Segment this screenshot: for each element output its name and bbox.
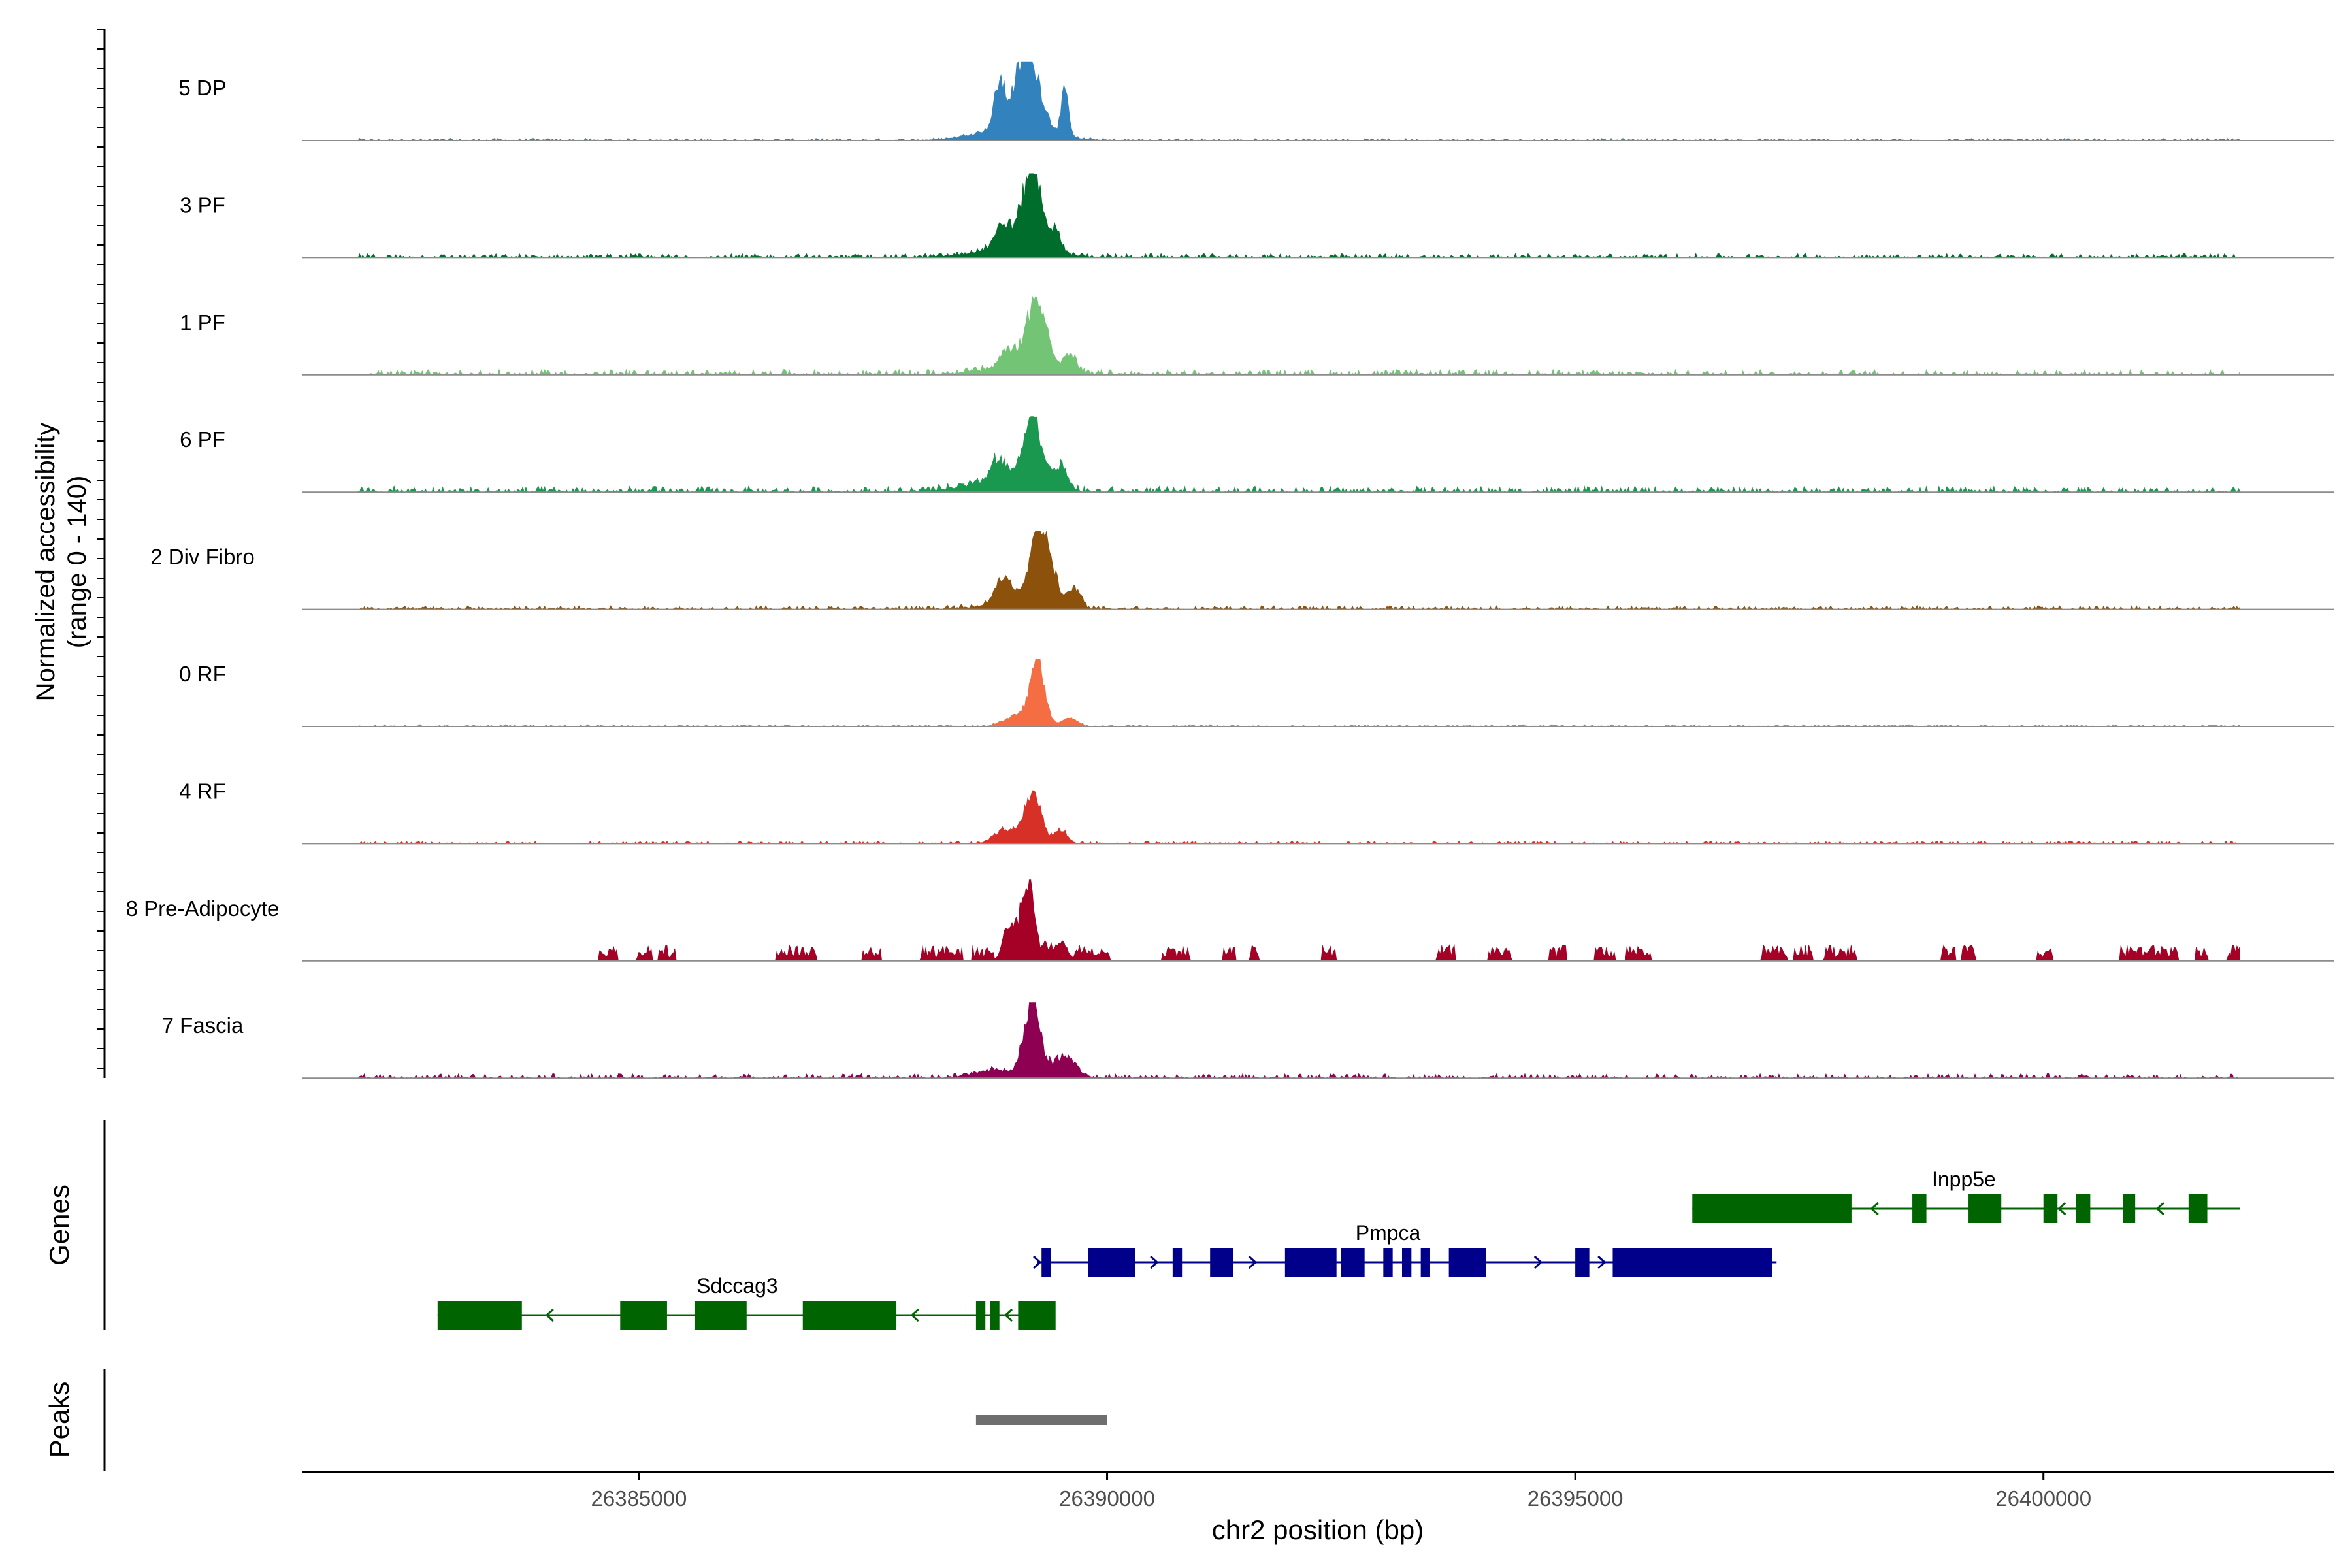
genes-panel-label: Genes — [44, 1184, 74, 1266]
exon — [1018, 1301, 1056, 1330]
track-7-fascia: 7 Fascia — [162, 1002, 2334, 1079]
strand-arrow — [2155, 1201, 2164, 1216]
peak-bar — [975, 1415, 1107, 1425]
exon — [437, 1301, 522, 1330]
exon — [1172, 1248, 1183, 1277]
track-label: 7 Fascia — [162, 1013, 244, 1037]
coverage-area — [357, 173, 2240, 259]
exon — [802, 1301, 897, 1330]
track-0-rf: 0 RF — [179, 659, 2334, 727]
x-axis-title: chr2 position (bp) — [1212, 1514, 1424, 1545]
strand-arrow — [2057, 1201, 2066, 1216]
gene-label: Inpp5e — [1932, 1168, 1996, 1191]
coverage-tracks: 5 DP 3 PF 1 PF 6 PF 2 Div Fibro 0 RF 4 RF 8 Pre… — [126, 61, 2334, 1079]
exon — [2188, 1194, 2208, 1223]
track-label: 3 PF — [180, 193, 225, 217]
coverage-area — [357, 295, 2240, 376]
track-6-pf: 6 PF — [180, 416, 2334, 493]
strand-arrow — [1033, 1255, 1042, 1269]
track-5-dp: 5 DP — [178, 61, 2334, 141]
exon — [694, 1301, 747, 1330]
exon — [1448, 1248, 1486, 1277]
gene-inpp5e: Inpp5e — [1692, 1168, 2240, 1223]
coverage-y-ticks — [97, 29, 105, 1069]
track-4-rf: 4 RF — [179, 779, 2334, 845]
exon — [1692, 1194, 1852, 1223]
coverage-y-label-line-2: (range 0 - 140) — [63, 476, 91, 649]
x-tick-label: 26390000 — [1059, 1486, 1155, 1511]
exon — [620, 1301, 667, 1330]
gene-models: Inpp5e Pmpca Sdccag3 — [437, 1168, 2240, 1330]
track-3-pf: 3 PF — [180, 173, 2334, 259]
x-axis-ticks: 26385000 26390000 26395000 26400000 — [591, 1472, 2091, 1511]
exon — [1341, 1248, 1365, 1277]
exon — [1088, 1248, 1135, 1277]
gene-sdccag3: Sdccag3 — [437, 1274, 1056, 1330]
exon — [1284, 1248, 1337, 1277]
strand-arrow — [1533, 1255, 1543, 1269]
x-tick-label: 26400000 — [1995, 1486, 2091, 1511]
exon — [1968, 1194, 2002, 1223]
exon — [2123, 1194, 2136, 1223]
strand-arrow — [1870, 1201, 1879, 1216]
track-8-pre-adipocyte: 8 Pre-Adipocyte — [126, 879, 2334, 962]
track-label: 8 Pre-Adipocyte — [126, 896, 280, 921]
track-label: 0 RF — [179, 662, 226, 686]
strand-arrow — [1150, 1255, 1159, 1269]
exon — [1210, 1248, 1234, 1277]
track-label: 6 PF — [180, 427, 225, 451]
track-label: 5 DP — [178, 76, 226, 100]
strand-arrow — [1597, 1255, 1607, 1269]
peak-regions — [975, 1415, 1107, 1425]
track-label: 1 PF — [180, 310, 225, 335]
exon — [1912, 1194, 1927, 1223]
exon — [1575, 1248, 1590, 1277]
track-1-pf: 1 PF — [180, 295, 2334, 376]
coverage-y-label-line-1: Normalized accessibility — [31, 423, 60, 702]
gene-label: Pmpca — [1356, 1221, 1421, 1245]
exon — [1401, 1248, 1412, 1277]
x-tick-label: 26395000 — [1527, 1486, 1624, 1511]
strand-arrow — [1004, 1308, 1013, 1322]
x-tick-label: 26385000 — [591, 1486, 687, 1511]
track-label: 2 Div Fibro — [150, 545, 255, 569]
track-label: 4 RF — [179, 779, 226, 803]
strand-arrow — [910, 1308, 919, 1322]
strand-arrow — [545, 1308, 554, 1322]
exon — [1383, 1248, 1393, 1277]
gene-label: Sdccag3 — [696, 1274, 778, 1298]
exon — [1420, 1248, 1430, 1277]
exon — [1041, 1248, 1051, 1277]
track-2-div-fibro: 2 Div Fibro — [150, 531, 2334, 610]
exon — [2043, 1194, 2058, 1223]
exon — [1612, 1248, 1772, 1277]
gene-pmpca: Pmpca — [1033, 1221, 1777, 1277]
exon — [2076, 1194, 2091, 1223]
exon — [990, 1301, 1000, 1330]
strand-arrow — [1248, 1255, 1257, 1269]
peaks-panel-label: Peaks — [44, 1382, 74, 1458]
exon — [975, 1301, 986, 1330]
